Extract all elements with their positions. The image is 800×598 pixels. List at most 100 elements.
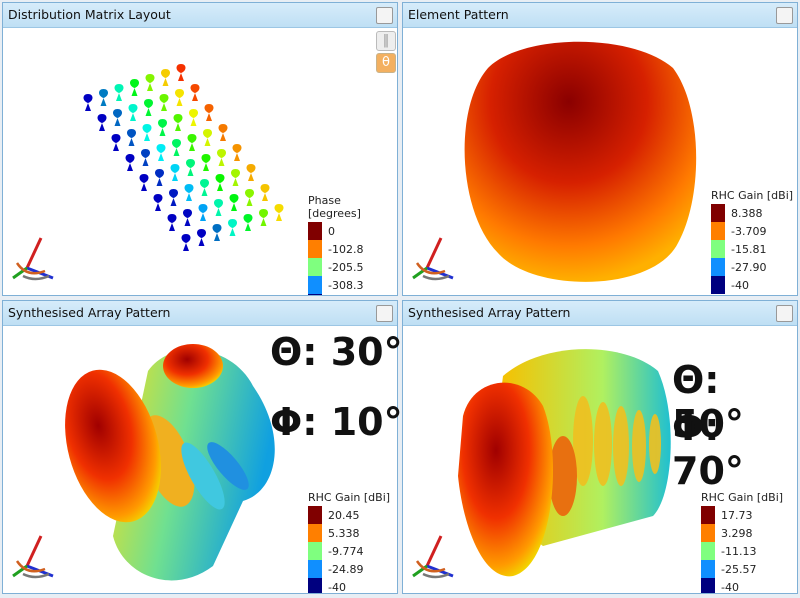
legend-swatch — [711, 204, 725, 222]
legend-item: -25.57 — [701, 560, 783, 578]
element-marker — [167, 214, 177, 231]
legend-label: -102.8 — [328, 242, 364, 256]
element-marker — [176, 64, 186, 81]
element-marker — [161, 69, 170, 86]
panel-title: Synthesised Array Pattern — [403, 301, 797, 326]
element-marker — [169, 189, 178, 206]
axis-triad — [412, 535, 454, 579]
element-marker — [190, 84, 200, 101]
legend-swatch — [701, 542, 715, 560]
legend-label: -11.13 — [721, 544, 757, 558]
element-marker — [243, 214, 253, 231]
legend-item: -40 — [701, 578, 783, 593]
element-marker — [173, 114, 183, 131]
element-marker — [217, 149, 226, 166]
legend-swatch — [308, 240, 322, 258]
element-marker — [260, 184, 270, 201]
theta-label: Θ: 50° — [672, 358, 744, 446]
element-marker — [197, 229, 206, 246]
legend: Phase [degrees] 0 -102.8 -205.5 -308.3 -411 — [308, 194, 397, 295]
element-marker — [184, 184, 194, 201]
legend-label: -205.5 — [328, 260, 364, 274]
legend-label: 17.73 — [721, 508, 753, 522]
element-marker — [204, 104, 214, 121]
array-view — [12, 344, 275, 581]
legend-item: -24.89 — [308, 560, 390, 578]
element-marker — [170, 164, 180, 181]
element-marker — [274, 204, 284, 221]
panel-array-2: Synthesised Array Pattern Θ: 50° Φ: 70° … — [402, 300, 798, 594]
legend-swatch — [711, 276, 725, 294]
legend-swatch — [701, 560, 715, 578]
legend-label: 5.338 — [328, 526, 360, 540]
panel-title: Synthesised Array Pattern — [3, 301, 397, 326]
element-marker — [83, 94, 93, 111]
legend-swatch — [701, 506, 715, 524]
element-view — [412, 41, 697, 282]
legend-label: -25.57 — [721, 562, 757, 576]
element-marker — [155, 169, 164, 186]
legend-swatch — [308, 276, 322, 294]
element-marker — [130, 79, 139, 96]
element-marker — [175, 89, 184, 106]
panel-distribution: Distribution Matrix Layout ‖ θ Phase [de… — [2, 2, 398, 296]
legend-item: -27.90 — [711, 258, 793, 276]
element-marker — [183, 209, 192, 226]
pause-button[interactable]: ‖ — [376, 31, 396, 51]
legend-swatch — [308, 542, 322, 560]
element-marker — [125, 154, 135, 171]
legend-label: -9.774 — [328, 544, 364, 558]
legend-item: 0 — [308, 222, 397, 240]
legend-label: -308.3 — [328, 278, 364, 292]
legend-label: -40 — [731, 278, 749, 292]
element-marker — [114, 84, 124, 101]
legend-swatch — [308, 524, 322, 542]
array-view — [412, 349, 671, 579]
legend-swatch — [308, 578, 322, 593]
phi-label: Φ: 10° — [270, 400, 403, 444]
legend-label: 3.298 — [721, 526, 753, 540]
legend-item: -9.774 — [308, 542, 390, 560]
popout-button[interactable] — [776, 7, 793, 24]
legend-item: -102.8 — [308, 240, 397, 258]
legend-label: -3.709 — [731, 224, 767, 238]
element-marker — [229, 194, 239, 211]
theta-button[interactable]: θ — [376, 53, 396, 73]
element-marker — [128, 104, 138, 121]
legend-label: -27.90 — [731, 260, 767, 274]
legend-swatch — [711, 240, 725, 258]
theta-label: Θ: 30° — [270, 330, 403, 374]
element-marker — [187, 134, 197, 151]
legend-item: -411 — [308, 294, 397, 295]
legend-item: -40 — [308, 578, 390, 594]
legend-item: -308.3 — [308, 276, 397, 294]
element-marker — [218, 124, 228, 141]
element-marker — [153, 194, 163, 211]
legend-swatch — [711, 258, 725, 276]
popout-button[interactable] — [376, 305, 393, 322]
popout-button[interactable] — [376, 7, 393, 24]
element-marker — [198, 204, 208, 221]
element-marker — [246, 164, 256, 181]
element-marker — [156, 144, 166, 161]
popout-button[interactable] — [776, 305, 793, 322]
element-marker — [99, 89, 108, 106]
element-marker — [245, 189, 254, 206]
phi-label: Φ: 70° — [672, 405, 744, 493]
legend-label: -40 — [328, 580, 346, 594]
legend: RHC Gain [dBi] 17.73 3.298 -11.13 -25.57 -40 — [701, 491, 783, 593]
element-marker — [142, 124, 152, 141]
axis-triad — [12, 237, 54, 281]
element-marker — [145, 74, 155, 91]
panel-title: Distribution Matrix Layout — [3, 3, 397, 28]
element-marker — [144, 99, 153, 116]
element-marker — [203, 129, 212, 146]
element-marker — [97, 114, 107, 131]
legend-title: RHC Gain [dBi] — [711, 189, 794, 202]
legend-swatch — [308, 258, 322, 276]
element-marker — [172, 139, 181, 156]
element-marker — [159, 94, 169, 111]
element-marker — [200, 179, 209, 196]
element-marker — [139, 174, 149, 191]
element-marker — [201, 154, 211, 171]
